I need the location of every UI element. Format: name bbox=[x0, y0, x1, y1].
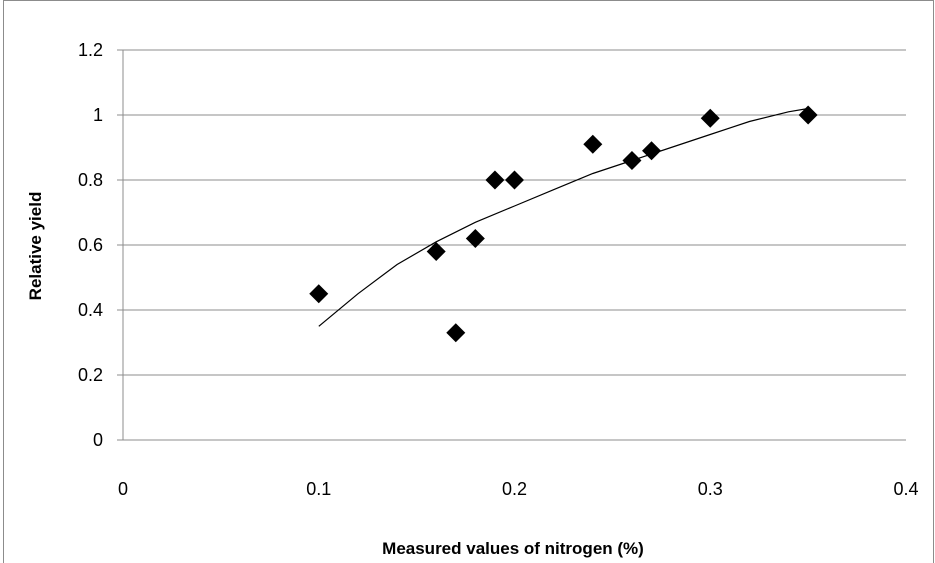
gridlines bbox=[117, 49, 906, 441]
y-tick-label: 0.2 bbox=[78, 365, 103, 385]
y-tick-label: 1.2 bbox=[78, 40, 103, 60]
data-point bbox=[485, 170, 505, 190]
x-tick-labels: 0 0.1 0.2 0.3 0.4 bbox=[118, 479, 919, 499]
data-point bbox=[309, 284, 329, 304]
data-points bbox=[309, 105, 818, 343]
y-tick-label: 0.4 bbox=[78, 300, 103, 320]
y-tick-label: 1 bbox=[93, 105, 103, 125]
x-tick-label: 0.2 bbox=[502, 479, 527, 499]
chart-frame bbox=[3, 0, 934, 563]
x-tick-label: 0 bbox=[118, 479, 128, 499]
x-tick-label: 0.3 bbox=[698, 479, 723, 499]
y-tick-label: 0 bbox=[93, 430, 103, 450]
y-tick-label: 0.6 bbox=[78, 235, 103, 255]
data-point bbox=[622, 151, 642, 170]
x-tick-label: 0.1 bbox=[306, 479, 331, 499]
y-tick-labels: 0 0.2 0.4 0.6 0.8 1 1.2 bbox=[78, 40, 103, 450]
trendline bbox=[318, 107, 809, 327]
data-point bbox=[583, 134, 603, 154]
data-point bbox=[642, 141, 662, 161]
data-point bbox=[505, 170, 524, 190]
data-point bbox=[700, 108, 720, 128]
data-point bbox=[446, 323, 466, 343]
x-tick-label: 0.4 bbox=[893, 479, 918, 499]
y-tick-label: 0.8 bbox=[78, 170, 103, 190]
y-axis-title: Relative yield bbox=[26, 192, 45, 301]
data-point bbox=[426, 242, 446, 261]
x-axis-title: Measured values of nitrogen (%) bbox=[382, 539, 644, 558]
data-point bbox=[798, 105, 818, 125]
data-point bbox=[465, 229, 485, 248]
